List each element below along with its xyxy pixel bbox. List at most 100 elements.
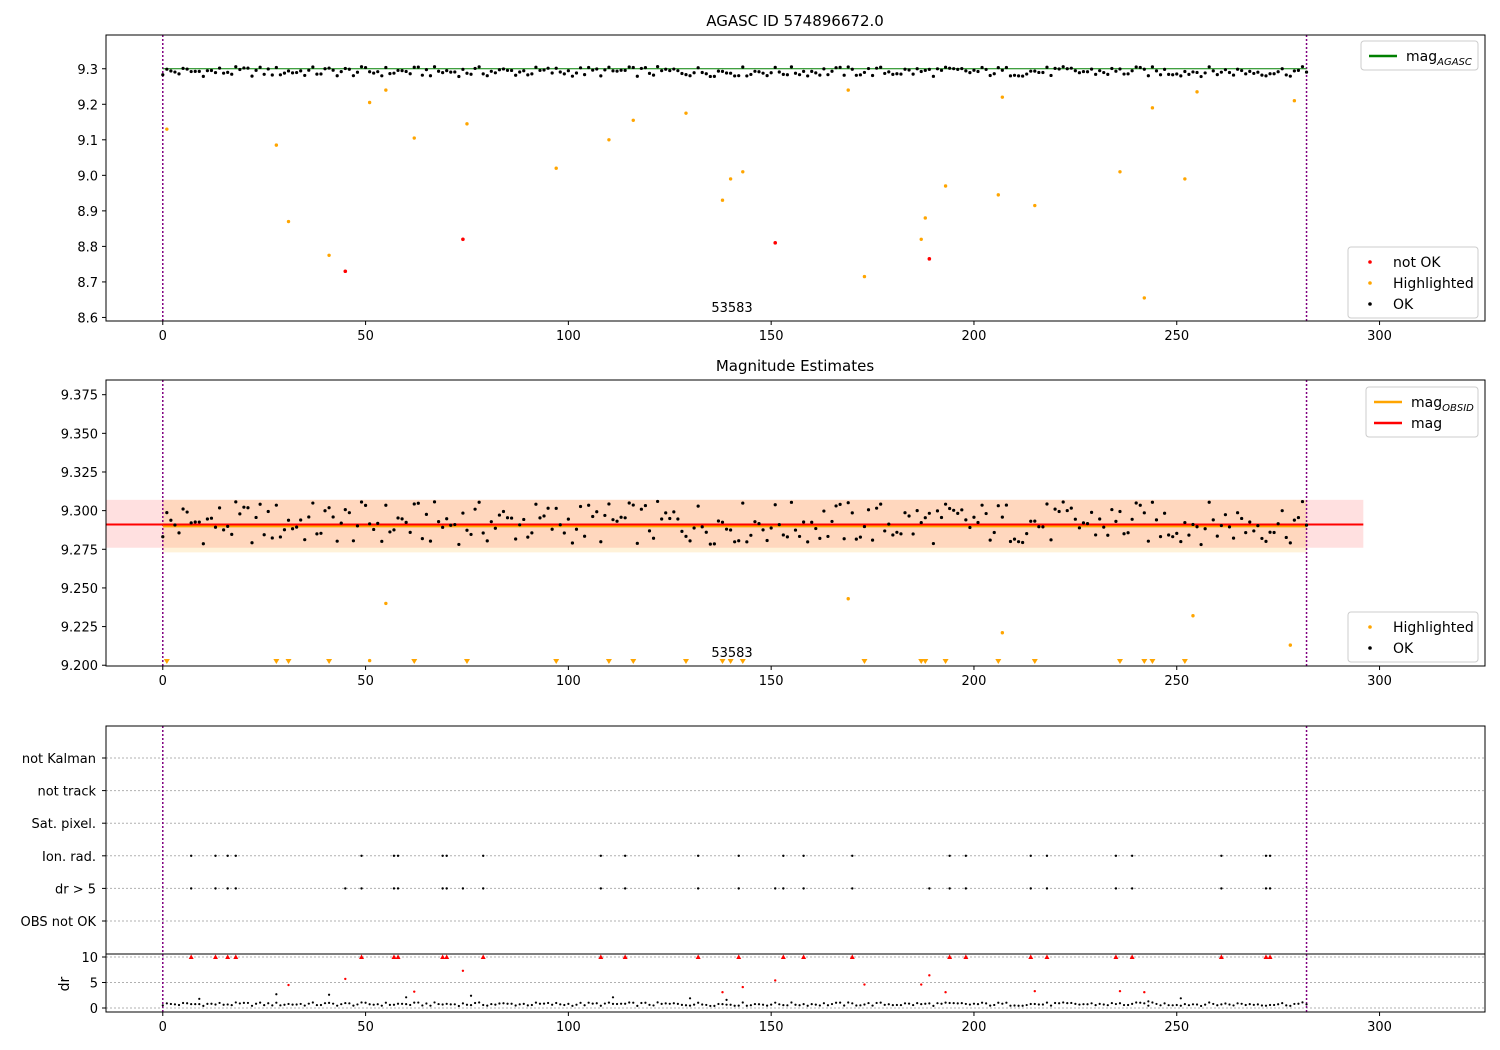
highlighted-point — [846, 88, 850, 92]
dr-point — [591, 1002, 594, 1005]
ok-point — [201, 74, 205, 78]
ok-point — [846, 501, 850, 505]
ok-point — [416, 501, 420, 505]
dr-point — [469, 1004, 473, 1007]
legend-label: mag — [1411, 416, 1442, 432]
flag-point — [396, 887, 400, 890]
ok-point — [664, 511, 668, 515]
ok-point — [347, 511, 351, 515]
ok-point — [465, 528, 469, 532]
ok-point — [952, 508, 956, 512]
ok-point — [416, 65, 420, 69]
ok-point — [704, 530, 708, 534]
ok-point — [595, 510, 599, 514]
flag-point — [360, 854, 363, 857]
below-range-marker — [1141, 659, 1148, 664]
dr-point — [465, 1003, 469, 1006]
ok-point — [1175, 72, 1179, 76]
dr-point — [1167, 1004, 1170, 1007]
agasc-y-axis: 8.6 8.7 8.8 8.9 9.0 9.1 9.2 9.3 — [77, 63, 106, 326]
ok-point — [380, 74, 384, 78]
dr-point — [705, 1003, 708, 1007]
ok-point — [445, 517, 449, 521]
legend-dot-swatch — [1368, 260, 1372, 264]
ok-point — [1171, 535, 1175, 539]
ok-point — [392, 528, 396, 532]
dr-point — [482, 1003, 485, 1007]
dr-point — [1066, 1002, 1069, 1005]
ok-point — [307, 515, 311, 519]
ok-point — [201, 542, 205, 546]
dr-point — [1053, 1001, 1057, 1005]
not-ok-point — [927, 257, 932, 261]
dr-point — [250, 1004, 254, 1007]
dr-point — [494, 1003, 497, 1006]
ok-point — [939, 515, 944, 520]
dr-point — [1102, 1003, 1105, 1006]
ok-point — [477, 500, 481, 504]
dr-point — [1277, 1003, 1280, 1006]
ok-point — [1021, 74, 1025, 78]
y-tick-label: 9.200 — [61, 659, 98, 674]
ok-point — [501, 509, 506, 514]
panel-agasc-title: AGASC ID 574896672.0 — [706, 12, 884, 30]
ok-point — [1033, 519, 1037, 523]
panel-agasc-magnitude: AGASC ID 574896672.0 53583 0 50 100 150 200 2… — [77, 12, 1486, 344]
dr-point — [295, 1003, 298, 1006]
ok-point — [347, 67, 351, 71]
dr-point — [916, 1002, 919, 1005]
dr-point — [887, 1003, 890, 1006]
highlighted-point — [1142, 296, 1147, 300]
dr-point — [1216, 1004, 1219, 1007]
dr-point — [542, 1002, 546, 1005]
flag-point — [1029, 854, 1032, 857]
ok-point — [789, 65, 794, 69]
flag-point — [1264, 887, 1268, 890]
dr-point — [437, 1002, 440, 1006]
ok-point — [335, 539, 339, 543]
dr-point — [1045, 1001, 1049, 1004]
ok-point — [327, 506, 331, 510]
ok-point — [931, 74, 936, 78]
ok-point — [660, 517, 664, 521]
legend-box — [1360, 40, 1479, 71]
dr-point — [510, 1002, 513, 1005]
dr-point — [1240, 1002, 1243, 1005]
ok-point — [797, 534, 802, 539]
ok-point — [542, 514, 546, 518]
ok-point — [858, 535, 862, 539]
ok-point — [591, 68, 595, 72]
ok-point — [315, 72, 319, 76]
ok-point — [1069, 506, 1073, 510]
ok-point — [1085, 522, 1090, 526]
highlighted-point — [1000, 631, 1005, 635]
agasc-obsid-label: 53583 — [711, 301, 752, 316]
ok-point — [408, 72, 412, 76]
ok-point — [619, 68, 623, 72]
ok-point — [903, 67, 907, 71]
x-tick-label: 250 — [1164, 1020, 1189, 1035]
dr-point — [964, 1002, 967, 1006]
ok-point — [923, 516, 927, 520]
ok-point — [522, 69, 526, 73]
dr-point — [1086, 1003, 1089, 1006]
ok-point — [307, 68, 311, 72]
x-tick-label: 0 — [159, 329, 167, 344]
ok-point — [806, 74, 810, 78]
ok-point — [315, 532, 319, 536]
ok-point — [388, 530, 392, 534]
below-range-marker — [163, 659, 170, 664]
flag-point — [1268, 887, 1272, 890]
dr-point — [1017, 1004, 1020, 1007]
dr-point — [352, 1004, 355, 1007]
ok-point — [1215, 534, 1219, 538]
below-range-marker — [1116, 659, 1123, 664]
dr-point — [461, 1002, 465, 1005]
ok-point — [1231, 536, 1236, 540]
ok-point — [724, 71, 729, 75]
dr-point — [1285, 1004, 1288, 1007]
ok-point — [1094, 72, 1098, 76]
flag-point — [392, 887, 396, 890]
ok-point — [1280, 509, 1284, 513]
ok-point — [546, 506, 550, 510]
